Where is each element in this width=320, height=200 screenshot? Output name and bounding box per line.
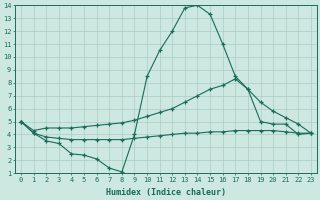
X-axis label: Humidex (Indice chaleur): Humidex (Indice chaleur) <box>106 188 226 197</box>
